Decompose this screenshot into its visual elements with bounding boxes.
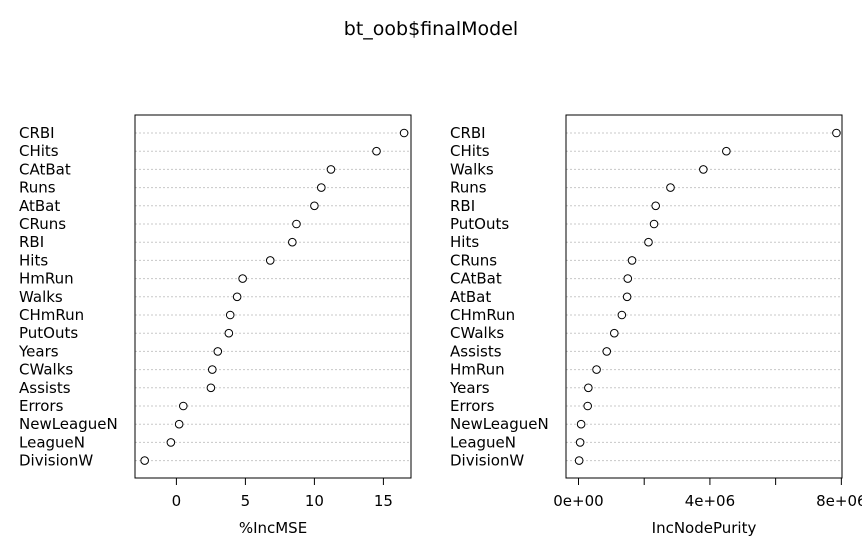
data-point: [288, 237, 297, 247]
x-tick-label: 8e+06: [816, 492, 862, 510]
data-point: [699, 165, 708, 174]
panel-incmse: CRBICHitsCAtBatRunsAtBatCRunsRBIHitsHmRu…: [18, 114, 412, 537]
data-point: [224, 328, 234, 338]
data-point: [179, 401, 188, 411]
category-label: Hits: [450, 233, 479, 251]
data-point: [207, 365, 217, 374]
data-point: [166, 438, 176, 447]
category-label: CAtBat: [19, 160, 71, 178]
category-label: NewLeagueN: [450, 415, 549, 433]
data-point: [649, 219, 659, 229]
data-point: [651, 201, 661, 211]
category-label: CHits: [450, 142, 490, 160]
category-label: CHits: [19, 142, 59, 160]
data-point: [399, 128, 409, 138]
category-label: CHmRun: [450, 306, 515, 324]
category-label: CRBI: [19, 124, 55, 142]
data-point: [666, 183, 675, 192]
category-label: Walks: [19, 288, 63, 306]
data-point: [617, 310, 627, 320]
data-point: [310, 201, 319, 211]
category-label: Runs: [450, 179, 487, 197]
data-point: [583, 401, 592, 411]
x-axis-title: IncNodePurity: [652, 519, 757, 537]
data-point: [174, 419, 184, 429]
category-label: AtBat: [19, 197, 60, 215]
data-point: [832, 128, 841, 138]
category-label: CAtBat: [450, 270, 502, 288]
category-label: Errors: [19, 397, 64, 415]
data-point: [225, 310, 235, 320]
data-point: [317, 183, 326, 192]
category-label: Years: [18, 342, 59, 360]
data-point: [292, 219, 301, 229]
category-label: DivisionW: [450, 452, 524, 470]
category-label: Assists: [19, 379, 71, 397]
x-tick-label: 4e+06: [685, 492, 735, 510]
data-point: [644, 237, 653, 247]
category-label: RBI: [450, 197, 475, 215]
x-tick-label: 15: [374, 492, 393, 510]
category-label: CHmRun: [19, 306, 84, 324]
data-point: [722, 146, 731, 156]
data-point: [372, 146, 381, 156]
category-label: CRuns: [450, 251, 497, 269]
x-tick-label: 5: [241, 492, 251, 510]
data-point: [575, 438, 585, 447]
category-label: RBI: [19, 233, 44, 251]
data-point: [602, 347, 612, 356]
data-point: [140, 456, 149, 465]
data-point: [584, 383, 593, 393]
data-point: [206, 383, 216, 393]
data-point: [213, 347, 223, 356]
category-label: Walks: [450, 160, 494, 178]
category-label: CRBI: [450, 124, 486, 142]
data-point: [232, 292, 242, 302]
data-point: [592, 365, 601, 374]
x-tick-label: 0: [172, 492, 182, 510]
category-label: Errors: [450, 397, 495, 415]
data-point: [610, 328, 619, 338]
chart-title: bt_oob$finalModel: [344, 18, 518, 40]
x-tick-label: 10: [305, 492, 324, 510]
category-label: HmRun: [450, 361, 505, 379]
category-label: PutOuts: [19, 324, 78, 342]
category-label: LeagueN: [450, 433, 516, 451]
data-point: [238, 274, 247, 283]
category-label: CWalks: [19, 361, 73, 379]
category-label: AtBat: [450, 288, 491, 306]
data-point: [623, 274, 633, 283]
data-point: [326, 165, 336, 174]
category-label: Hits: [19, 251, 48, 269]
category-label: HmRun: [19, 270, 74, 288]
category-label: Years: [449, 379, 490, 397]
panel-incnodepurity: CRBICHitsWalksRunsRBIPutOutsHitsCRunsCAt…: [449, 114, 862, 537]
category-label: PutOuts: [450, 215, 509, 233]
category-label: Assists: [450, 342, 502, 360]
x-axis-title: %IncMSE: [239, 519, 307, 537]
category-label: DivisionW: [19, 452, 93, 470]
data-point: [627, 256, 637, 265]
data-point: [622, 292, 632, 302]
category-label: CRuns: [19, 215, 66, 233]
category-label: Runs: [19, 179, 56, 197]
x-tick-label: 0e+00: [553, 492, 603, 510]
data-point: [265, 256, 275, 265]
data-point: [576, 419, 586, 429]
data-point: [574, 456, 584, 465]
category-label: CWalks: [450, 324, 504, 342]
category-label: LeagueN: [19, 433, 85, 451]
category-label: NewLeagueN: [19, 415, 118, 433]
